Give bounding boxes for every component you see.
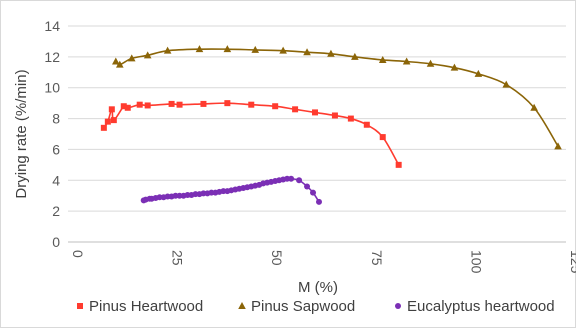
- data-point: [104, 118, 111, 125]
- y-axis-title: Drying rate (%/min): [13, 69, 30, 198]
- data-point: [112, 57, 120, 65]
- data-point: [120, 103, 127, 110]
- x-tick-label: 0: [70, 250, 86, 258]
- data-point: [554, 142, 562, 150]
- data-point: [288, 175, 295, 182]
- data-point: [363, 121, 370, 128]
- series-circle: [140, 175, 322, 205]
- x-tick-labels: 0 25 50 75 100 125: [70, 250, 576, 274]
- y-tick-label: 8: [52, 111, 60, 127]
- y-tick-label: 2: [52, 203, 60, 219]
- legend: Pinus Heartwood Pinus Sapwood Eucalyptus h…: [77, 298, 555, 315]
- data-point: [200, 100, 207, 107]
- data-series: [100, 45, 562, 205]
- data-point: [315, 198, 322, 205]
- data-point: [530, 103, 538, 111]
- data-point: [292, 106, 299, 113]
- data-point: [248, 101, 255, 108]
- data-point: [223, 45, 232, 53]
- y-tick-label: 0: [52, 234, 60, 250]
- data-point: [379, 134, 386, 141]
- data-point: [279, 46, 287, 54]
- series-square: [100, 100, 402, 168]
- y-tick-label: 4: [52, 172, 60, 188]
- data-point: [502, 80, 511, 88]
- data-point: [331, 112, 338, 119]
- data-point: [110, 117, 117, 124]
- data-point: [312, 109, 319, 116]
- series-triangle: [112, 45, 562, 150]
- data-point: [127, 54, 136, 62]
- y-tick-label: 12: [44, 49, 60, 65]
- legend-marker: [77, 303, 83, 309]
- data-point: [195, 45, 204, 53]
- series-line: [115, 48, 559, 147]
- data-point: [426, 59, 435, 67]
- data-point: [450, 63, 459, 71]
- data-point: [304, 183, 311, 190]
- y-tick-label: 14: [44, 18, 60, 34]
- data-point: [124, 104, 131, 111]
- data-point: [402, 57, 411, 65]
- data-point: [351, 52, 359, 60]
- data-point: [395, 161, 402, 168]
- data-point: [163, 46, 172, 54]
- data-point: [251, 45, 260, 53]
- x-tick-label: 50: [269, 250, 285, 266]
- legend-label: Pinus Heartwood: [89, 298, 203, 315]
- y-tick-label: 6: [52, 141, 60, 157]
- data-point: [378, 55, 387, 63]
- x-tick-label: 100: [468, 250, 484, 274]
- data-point: [296, 177, 303, 184]
- data-point: [108, 106, 115, 113]
- data-point: [168, 100, 175, 107]
- legend-label: Pinus Sapwood: [251, 298, 355, 315]
- x-axis-title: M (%): [298, 279, 338, 296]
- data-point: [136, 101, 143, 108]
- legend-marker: [395, 303, 401, 309]
- data-point: [347, 115, 354, 122]
- data-point: [310, 189, 317, 196]
- data-point: [144, 102, 151, 109]
- x-tick-label: 75: [369, 250, 385, 266]
- gridlines: [68, 25, 566, 243]
- y-tick-labels: 0 2 4 6 8 10 12 14: [44, 18, 60, 250]
- series-line: [103, 102, 400, 166]
- data-point: [327, 49, 335, 57]
- y-tick-label: 10: [44, 80, 60, 96]
- data-point: [143, 51, 152, 59]
- data-point: [176, 101, 183, 108]
- legend-label: Eucalyptus heartwood: [407, 298, 555, 315]
- data-point: [272, 103, 279, 110]
- data-point: [115, 60, 124, 68]
- legend-marker: [238, 302, 246, 309]
- data-point: [303, 48, 311, 56]
- data-point: [224, 100, 231, 107]
- x-tick-label: 125: [568, 250, 576, 274]
- x-tick-label: 25: [170, 250, 186, 266]
- data-point: [474, 69, 483, 77]
- data-point: [100, 124, 107, 131]
